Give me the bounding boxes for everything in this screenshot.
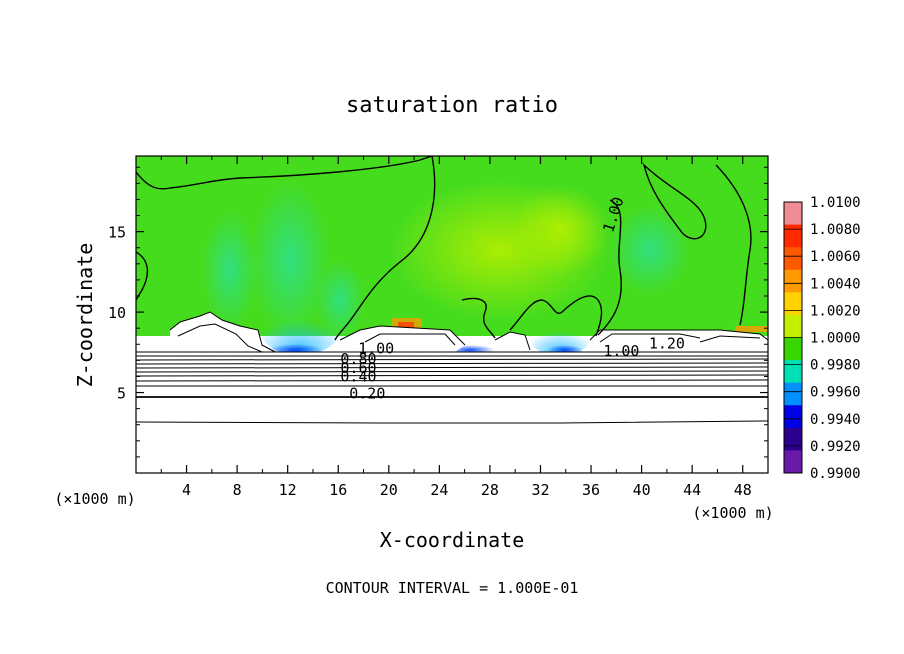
colorbar-label: 0.9980: [810, 358, 861, 374]
colorbar-swatch: [784, 382, 802, 406]
cloud-region: [170, 312, 275, 356]
colorbar-swatch: [784, 405, 802, 429]
x-tick-label: 40: [633, 481, 651, 499]
colorbar-label: 1.0080: [810, 222, 861, 238]
contour-interval-note: CONTOUR INTERVAL = 1.000E-01: [326, 579, 579, 597]
cloud-region: [495, 332, 530, 352]
colorbar-swatch: [784, 314, 802, 338]
contour-label: 0.60: [340, 359, 376, 377]
x-tick-label: 20: [380, 481, 398, 499]
contour-lines-clouds: [169, 311, 768, 353]
contour-lines-upper: [136, 156, 752, 341]
y-tick-label: 10: [108, 304, 126, 322]
plot-frame: [135, 155, 769, 474]
field-blue-patch: [260, 305, 340, 355]
field-teal-patch: [250, 180, 330, 340]
colorbar-label: 1.0000: [810, 331, 861, 347]
field-orange-strip: [735, 326, 768, 332]
field-teal-patch: [610, 205, 690, 295]
x-tick-label: 36: [582, 481, 600, 499]
x-axis-ticks: 4 8 12 16 20 24 28 32 36 40 44 48: [160, 156, 752, 499]
field-yellow-patch: [510, 185, 610, 275]
colorbar-swatch: [784, 292, 802, 316]
x-axis-label: X-coordinate: [380, 528, 525, 552]
contour-label: 1.00: [358, 340, 394, 358]
colorbar-swatch: [784, 269, 802, 293]
x-tick-label: 16: [329, 481, 347, 499]
contour-label: 1.00: [603, 342, 639, 360]
x-tick-label: 32: [531, 481, 549, 499]
x-unit-right: (×1000 m): [692, 504, 773, 522]
colorbar-label: 0.9900: [810, 466, 861, 482]
colorbar-swatch: [784, 360, 802, 384]
x-tick-label: 24: [430, 481, 448, 499]
colorbar-swatch: [784, 247, 802, 271]
colorbar-swatch: [784, 337, 802, 361]
x-tick-label: 12: [279, 481, 297, 499]
colorbar-swatch: [784, 427, 802, 451]
x-tick-label: 4: [182, 481, 191, 499]
colorbar: 1.0100 1.0080 1.0060 1.0040 1.0020 1.0000 0.99…: [783, 195, 861, 482]
y-axis-label: Z-coordinate: [73, 243, 97, 388]
field-red-strip: [398, 322, 414, 329]
colorbar-label: 0.9920: [810, 439, 861, 455]
chart-title: saturation ratio: [346, 93, 558, 118]
x-unit-left: (×1000 m): [54, 490, 135, 508]
colorbar-label: 1.0020: [810, 303, 861, 319]
x-tick-label: 48: [734, 481, 752, 499]
y-tick-label: 5: [117, 385, 126, 403]
field-teal-patch: [202, 210, 258, 330]
cloud-region: [340, 326, 465, 352]
contour-label: 0.80: [340, 350, 376, 368]
cloud-lower-fill: [136, 352, 768, 473]
x-tick-label: 44: [683, 481, 701, 499]
plot-area: 0.200.400.600.801.00 1.00 1.201.00: [136, 156, 768, 473]
colorbar-label: 1.0060: [810, 249, 861, 265]
contour-label: 0.20: [349, 385, 385, 403]
colorbar-label: 0.9960: [810, 385, 861, 401]
contour-lines-lower: [136, 351, 768, 424]
y-axis-ticks: 5 10 15: [108, 166, 768, 458]
contour-label: 1.20: [649, 335, 685, 353]
colorbar-swatch: [784, 450, 802, 474]
cloud-region: [590, 330, 768, 352]
colorbar-swatch: [784, 202, 802, 226]
y-tick-label: 15: [108, 224, 126, 242]
colorbar-label: 1.0040: [810, 276, 861, 292]
colorbar-swatch: [784, 224, 802, 248]
x-tick-label: 8: [233, 481, 242, 499]
x-tick-label: 28: [481, 481, 499, 499]
colorbar-label: 1.0100: [810, 195, 861, 211]
contour-label: 0.40: [340, 368, 376, 386]
colorbar-label: 0.9940: [810, 412, 861, 428]
